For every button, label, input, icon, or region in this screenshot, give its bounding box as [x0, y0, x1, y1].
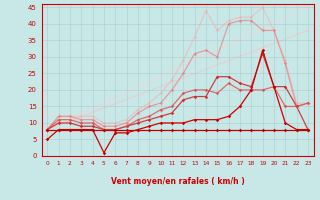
X-axis label: Vent moyen/en rafales ( km/h ): Vent moyen/en rafales ( km/h ) — [111, 177, 244, 186]
